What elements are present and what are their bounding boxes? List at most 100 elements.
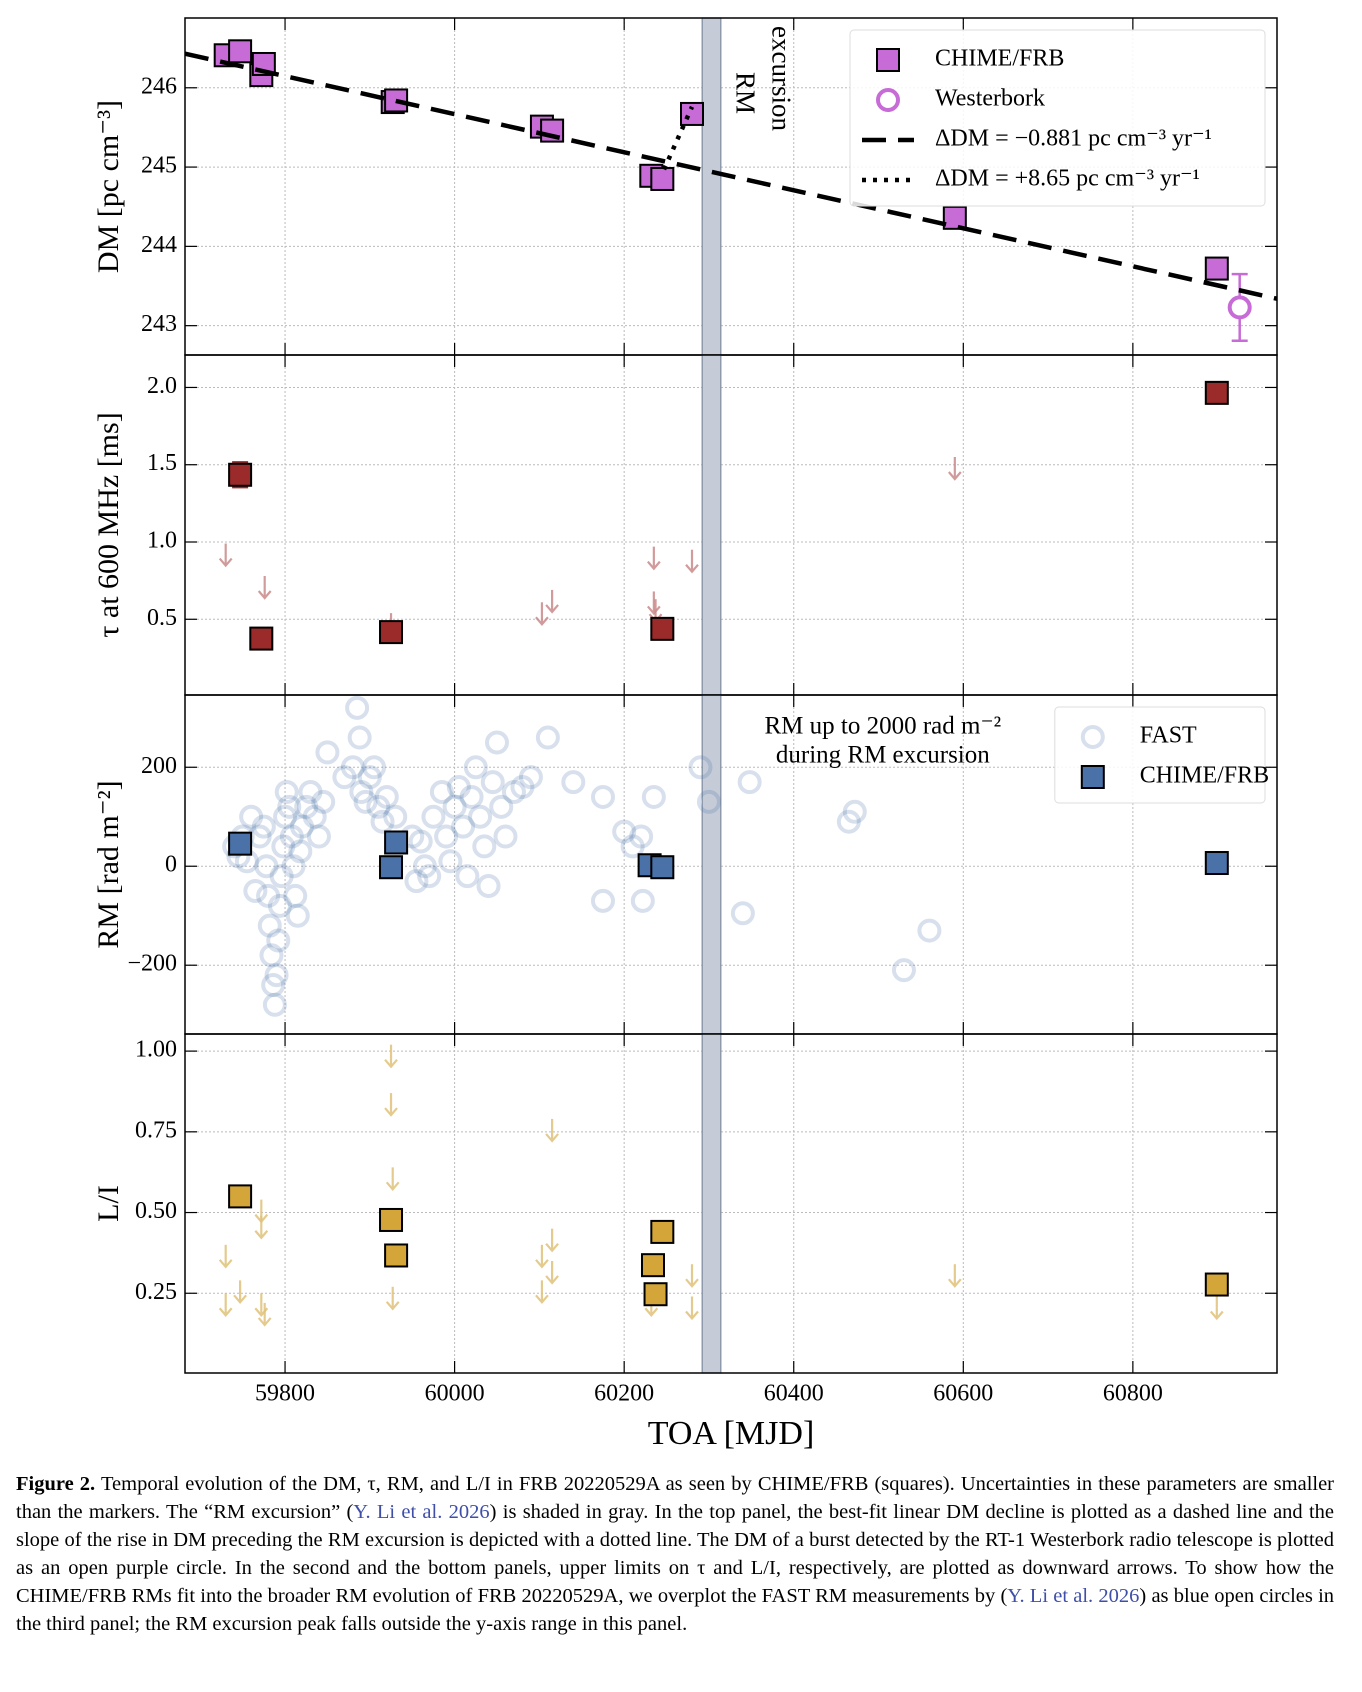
x-tick-label: 60200 — [594, 1381, 654, 1407]
y-tick-label: 0.75 — [135, 1117, 177, 1143]
citation-link[interactable]: Y. Li et al. 2026 — [1007, 1585, 1140, 1607]
arrow-head — [233, 1294, 247, 1305]
data-point — [429, 779, 454, 804]
data-point — [434, 824, 459, 849]
arrow-head — [218, 1307, 233, 1317]
data-point — [688, 755, 713, 780]
data-point — [302, 804, 327, 829]
data-point — [1204, 1272, 1229, 1297]
x-tick-label: 60000 — [425, 1381, 485, 1407]
legend-box — [849, 29, 1266, 207]
data-point — [476, 874, 501, 899]
data-point — [535, 725, 560, 750]
upper-limit — [384, 1093, 398, 1117]
data-point — [641, 784, 666, 809]
upper-limit — [385, 1286, 400, 1311]
data-point — [311, 789, 336, 814]
data-point — [1204, 256, 1229, 281]
data-point — [269, 864, 294, 889]
data-point — [249, 626, 274, 651]
legend-label: CHIME/FRB — [1140, 763, 1269, 789]
legend-swatch — [876, 48, 900, 72]
data-point — [510, 775, 535, 800]
data-point — [489, 794, 514, 819]
data-point — [629, 824, 654, 849]
caption: Figure 2. Temporal evolution of the DM, … — [16, 1470, 1334, 1638]
data-point — [836, 809, 861, 834]
data-point — [261, 973, 286, 998]
data-point — [650, 855, 675, 880]
upper-limit — [535, 1280, 549, 1305]
data-point — [370, 809, 395, 834]
legend-label: ΔDM = −0.881 pc cm⁻³ yr⁻¹ — [935, 126, 1212, 152]
fit-line — [661, 105, 695, 171]
data-point — [357, 765, 382, 790]
x-tick-label: 60600 — [933, 1381, 993, 1407]
legend-swatch — [1080, 725, 1105, 749]
y-tick-label: 1.0 — [147, 528, 177, 554]
arrow-head — [545, 1275, 559, 1285]
data-point — [254, 854, 279, 879]
data-point — [383, 804, 408, 829]
axes-frame — [184, 354, 1278, 696]
upper-limit — [685, 1296, 699, 1321]
data-point — [1204, 380, 1229, 405]
data-point — [283, 883, 308, 908]
data-point — [298, 779, 323, 804]
data-point — [228, 831, 253, 856]
data-point — [345, 695, 370, 720]
data-point — [438, 849, 463, 874]
data-point — [468, 804, 493, 829]
y-axis-label: RM [rad m⁻²] — [92, 780, 125, 948]
data-point — [379, 1207, 404, 1232]
arrow-head — [685, 564, 699, 574]
shaded-region — [701, 17, 722, 356]
annotation: during RM excursion — [776, 742, 990, 769]
data-point — [362, 755, 387, 780]
data-point — [561, 770, 586, 795]
upper-limit — [1209, 1296, 1224, 1321]
data-point — [256, 883, 281, 908]
data-point — [442, 794, 467, 819]
arrow-head — [254, 1230, 269, 1240]
data-point — [228, 1184, 253, 1209]
upper-limit — [384, 1044, 398, 1069]
data-point — [271, 834, 296, 859]
data-point — [730, 901, 755, 926]
legend-swatch — [876, 88, 900, 112]
legend-label: CHIME/FRB — [935, 46, 1064, 72]
upper-limit — [647, 546, 661, 571]
figure: 243 244 245 246 RM excursion CHIME/FRB Westerbo… — [92, 17, 1278, 1452]
y-tick-label: 245 — [141, 153, 177, 179]
data-point — [446, 775, 471, 800]
data-point — [696, 789, 721, 814]
data-point — [306, 824, 331, 849]
data-point — [643, 1282, 668, 1307]
data-point — [259, 943, 284, 968]
data-point — [455, 864, 480, 889]
arrow-head — [535, 616, 549, 626]
data-point — [451, 814, 476, 839]
caption-text: ) as blue open circles in the third pane… — [16, 1585, 1335, 1635]
data-point — [274, 779, 299, 804]
shaded-region — [701, 1033, 722, 1374]
upper-limit — [685, 1264, 699, 1288]
arrow-head — [647, 605, 661, 616]
y-axis-label: DM [pc cm⁻³] — [92, 100, 125, 273]
data-point — [942, 205, 967, 230]
legend-label: ΔDM = +8.65 pc cm⁻³ yr⁻¹ — [935, 166, 1200, 192]
upper-limit — [218, 543, 233, 568]
data-point — [267, 893, 292, 918]
y-tick-label: 246 — [141, 73, 177, 99]
citation-link[interactable]: Y. Li et al. 2026 — [353, 1501, 490, 1523]
data-point — [257, 913, 282, 938]
legend-swatch — [1080, 765, 1105, 789]
y-tick-label: 0 — [165, 852, 177, 878]
data-point — [315, 740, 340, 765]
x-tick-label: 60400 — [764, 1381, 824, 1407]
data-point — [279, 824, 304, 849]
annotation: excursion — [767, 26, 797, 131]
y-axis-label: τ at 600 MHz [ms] — [92, 412, 125, 637]
upper-limit — [535, 1244, 549, 1269]
